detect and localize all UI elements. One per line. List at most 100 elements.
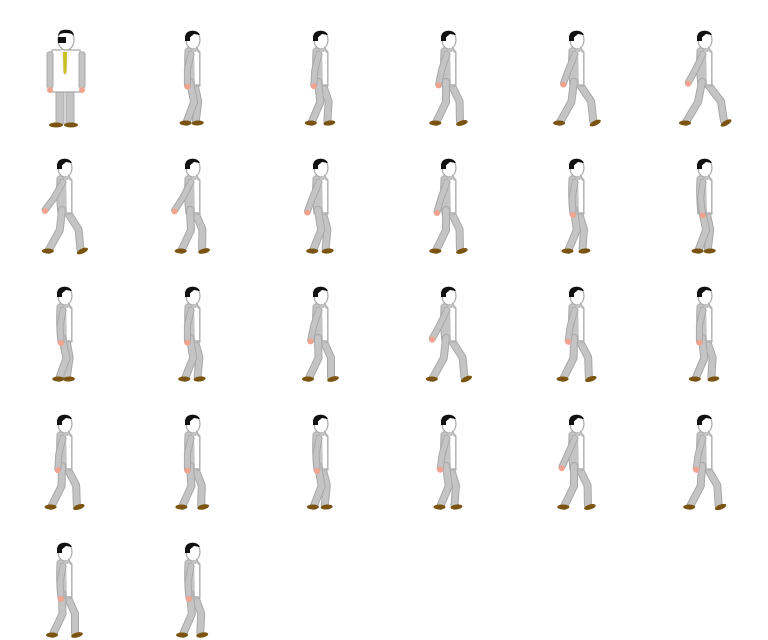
sprite-frame xyxy=(384,384,512,512)
front-shoe xyxy=(179,120,192,126)
back-leg-fill xyxy=(575,79,597,124)
front-shoe xyxy=(306,248,319,254)
frame-sprite xyxy=(679,30,732,127)
sprite-frame xyxy=(0,384,128,512)
back-shoe xyxy=(327,376,339,382)
frame-sprite xyxy=(557,414,596,510)
jacket-highlight xyxy=(194,434,199,468)
eyepatch xyxy=(185,548,190,553)
frame-sprite xyxy=(425,286,472,383)
front-leg-fill xyxy=(437,463,452,509)
jacket-highlight xyxy=(194,306,199,340)
neck xyxy=(192,560,196,564)
neck xyxy=(704,176,708,180)
front-shoe xyxy=(688,376,701,382)
front-leg-fill xyxy=(308,79,324,125)
sprite-frame xyxy=(640,0,768,128)
front-shoe xyxy=(44,504,57,510)
sprite-frame xyxy=(512,128,640,256)
front-leg-fill xyxy=(683,79,705,125)
back-shoe xyxy=(198,248,210,254)
neck xyxy=(192,176,196,180)
arm-fill xyxy=(184,307,194,345)
jacket-highlight xyxy=(66,562,71,596)
frame-sprite xyxy=(691,158,716,254)
hand xyxy=(304,209,311,216)
arm-fill xyxy=(698,179,706,217)
hand xyxy=(314,468,320,474)
back-shoe xyxy=(720,119,732,127)
neck xyxy=(64,304,68,308)
eyepatch xyxy=(441,164,446,169)
eyepatch xyxy=(569,420,574,425)
eyepatch xyxy=(58,37,66,43)
arm-fill xyxy=(184,51,194,89)
frame-sprite xyxy=(41,158,88,255)
front-shoe xyxy=(553,120,566,126)
front-leg-fill xyxy=(182,335,197,381)
hand xyxy=(42,208,48,214)
front-shoe xyxy=(679,120,691,126)
front-shoe xyxy=(46,632,58,638)
back-leg-fill xyxy=(63,591,78,636)
front-leg-fill xyxy=(560,335,577,381)
left-shoe xyxy=(49,122,63,128)
arm-fill xyxy=(565,307,578,344)
front-shoe xyxy=(429,248,442,254)
hand xyxy=(429,336,436,343)
back-shoe xyxy=(589,119,601,127)
front-leg-fill xyxy=(687,463,705,509)
arm-fill xyxy=(437,435,450,472)
neck xyxy=(448,48,452,52)
character-side xyxy=(302,286,339,382)
right-hand xyxy=(79,87,85,93)
back-shoe xyxy=(76,247,88,255)
front-shoe xyxy=(556,376,569,382)
eyepatch xyxy=(697,292,702,297)
character-side xyxy=(561,158,591,254)
frame-sprite xyxy=(306,414,333,510)
back-leg-fill xyxy=(63,207,84,252)
front-shoe xyxy=(683,504,696,510)
character-side xyxy=(556,286,597,383)
back-leg-fill xyxy=(703,335,716,380)
back-leg-fill xyxy=(575,207,587,252)
character-side xyxy=(429,158,468,254)
back-leg-fill xyxy=(447,79,463,124)
arm-fill xyxy=(434,179,450,215)
sprite-frame xyxy=(384,0,512,128)
frame-sprite xyxy=(433,414,463,510)
front-shoe xyxy=(178,376,191,382)
frame-sprite xyxy=(46,542,83,638)
sprite-frame xyxy=(384,128,512,256)
jacket-highlight xyxy=(450,434,455,468)
sprite-frame xyxy=(0,256,128,384)
front-leg-fill xyxy=(306,335,322,381)
frame-sprite xyxy=(178,286,206,382)
eyepatch xyxy=(313,292,318,297)
jacket-highlight xyxy=(578,434,583,468)
character-side xyxy=(306,414,333,510)
frame-sprite xyxy=(44,414,85,511)
eyepatch xyxy=(185,420,190,425)
left-hand xyxy=(47,87,53,93)
jacket-highlight xyxy=(706,178,711,212)
neck xyxy=(320,432,324,436)
back-shoe xyxy=(456,120,468,126)
front-shoe xyxy=(41,248,54,254)
eyepatch xyxy=(569,164,574,169)
neck xyxy=(320,48,324,52)
eyepatch xyxy=(441,420,446,425)
back-leg-fill xyxy=(447,207,463,252)
sprite-frame xyxy=(256,128,384,256)
hand xyxy=(699,212,706,219)
frame-sprite xyxy=(46,29,86,128)
front-shoe xyxy=(425,376,438,382)
front-shoe xyxy=(175,504,188,510)
sprite-frame xyxy=(640,384,768,512)
frame-sprite xyxy=(561,158,591,254)
hair xyxy=(58,29,74,36)
character-side xyxy=(179,30,204,126)
eyepatch xyxy=(185,164,190,169)
hand xyxy=(560,81,567,88)
